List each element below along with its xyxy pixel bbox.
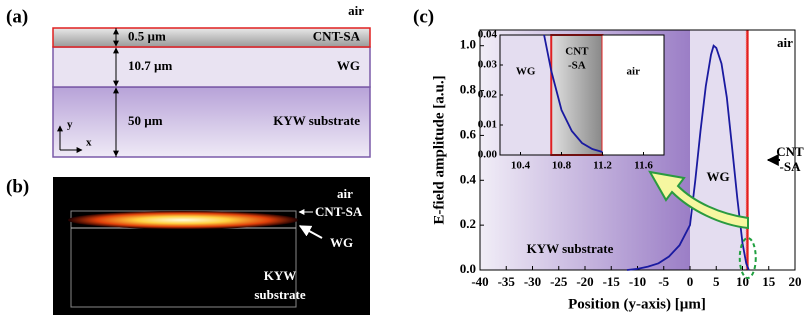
highlight [738, 237, 757, 279]
x-tick-label: -30 [524, 274, 541, 289]
inset-region-label: -SA [568, 60, 586, 72]
air-label: air [348, 3, 364, 18]
x-tick-label: 10 [736, 274, 749, 289]
layer-name: CNT-SA [313, 28, 361, 43]
x-tick-label: -40 [471, 274, 488, 289]
x-tick-label: 15 [762, 274, 776, 289]
layer-thickness: 50 µm [128, 113, 163, 128]
y-tick-label: 0.6 [460, 126, 477, 141]
region-label: WG [706, 169, 729, 184]
panel-c: (c) E-field amplitude [a.u.] Position (y… [413, 6, 804, 312]
inset-region-label: WG [516, 66, 536, 78]
x-tick-label: 0 [687, 274, 694, 289]
x-tick-label: -35 [498, 274, 516, 289]
substrate-outline [70, 210, 297, 308]
mode-profile [68, 211, 298, 229]
x-tick-label: -10 [629, 274, 646, 289]
y-axis-title: E-field amplitude [a.u.] [431, 75, 447, 224]
region-label: -SA [780, 159, 802, 174]
inset-x-tick-label: 10.8 [552, 160, 572, 172]
callout-arrow [648, 170, 749, 230]
axis-y-label: y [67, 119, 73, 131]
x-axis-title: Position (y-axis) [µm] [568, 296, 706, 312]
x-tick-label: -15 [603, 274, 621, 289]
inset-region-label: CNT [565, 46, 589, 58]
substrate-label: KYW [264, 268, 297, 283]
panel-b: (b) air CNT-SA WG KYW substrate [6, 176, 370, 315]
region-label: CNT [776, 144, 804, 159]
panel-label: (a) [6, 6, 28, 27]
panel-label: (b) [6, 176, 29, 197]
inset-y-tick-label: 0.02 [478, 89, 498, 101]
inset-region [500, 35, 552, 155]
x-tick-label: -25 [550, 274, 568, 289]
mode-image [53, 177, 370, 315]
x-tick-label: 5 [713, 274, 720, 289]
panel-label: (c) [413, 6, 434, 27]
x-tick-label: -20 [576, 274, 593, 289]
x-tick-label: -5 [658, 274, 669, 289]
inset: WG CNT -SA air 10.4 10.8 11.2 11.6 0.00 0.01 0.02 0… [478, 29, 665, 172]
layer-name: WG [337, 58, 360, 73]
inset-y-tick-label: 0.00 [478, 149, 498, 161]
y-tick-label: 0.0 [460, 261, 476, 276]
substrate-label: substrate [254, 287, 306, 302]
inset-x-tick-label: 11.2 [593, 160, 612, 172]
region [745, 29, 750, 271]
layer-thickness: 10.7 µm [128, 58, 172, 73]
layer-thickness: 0.5 µm [128, 28, 166, 43]
inset-y-tick-label: 0.04 [478, 29, 498, 41]
region [748, 30, 795, 270]
inset-y-tick-label: 0.01 [478, 119, 497, 131]
arrow [298, 225, 323, 239]
panel-a: (a) air y x [6, 3, 371, 158]
y-tick-label: 0.2 [460, 216, 476, 231]
axis-x-label: x [86, 137, 92, 149]
inset-region [602, 35, 664, 155]
cnt-layer [52, 27, 371, 48]
air-label: air [337, 186, 353, 201]
y-tick-label: 0.4 [460, 171, 477, 186]
inset-x-tick-label: 11.6 [634, 160, 653, 172]
inset-x-tick-label: 10.4 [511, 160, 531, 172]
inset-region-label: air [627, 66, 641, 78]
x-tick-label: 20 [789, 274, 802, 289]
inset-y-tick-label: 0.03 [478, 59, 498, 71]
region-label: air [777, 35, 793, 50]
data-line [543, 34, 603, 153]
region-label: KYW substrate [527, 241, 614, 256]
substrate-layer [52, 86, 371, 158]
y-tick-label: 1.0 [460, 37, 476, 52]
cnt-label: CNT-SA [315, 204, 363, 219]
wg-layer [52, 46, 371, 88]
y-tick-label: 0.8 [460, 82, 477, 97]
data-line [626, 44, 750, 271]
layer-name: KYW substrate [273, 113, 360, 128]
wg-label: WG [330, 235, 353, 250]
